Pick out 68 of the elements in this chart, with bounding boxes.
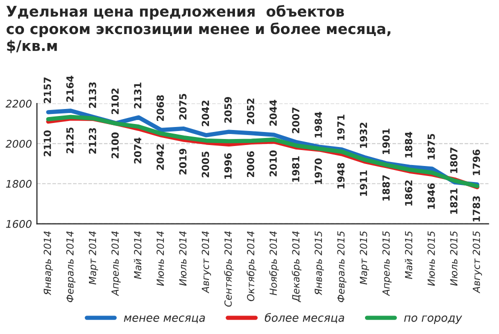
data-label: 2044 — [269, 100, 277, 126]
data-label: 2157 — [44, 78, 52, 104]
data-label: 2133 — [88, 82, 96, 108]
x-tick-label: Декабрь 2014 — [292, 231, 302, 302]
data-label: 2075 — [179, 94, 187, 120]
data-label: 1846 — [428, 183, 435, 209]
data-label: 1884 — [404, 132, 412, 158]
data-label: 1948 — [337, 162, 345, 188]
data-label: 1984 — [314, 112, 322, 138]
data-label: 2052 — [246, 98, 254, 124]
data-label: 2131 — [134, 82, 142, 108]
data-label: 2068 — [156, 95, 164, 121]
x-tick-label: Май 2014 — [134, 231, 142, 279]
data-label: 2059 — [224, 97, 232, 123]
data-label: 1862 — [404, 180, 412, 206]
x-tick-label: Ноябрь 2014 — [269, 231, 279, 296]
data-label: 2007 — [292, 108, 300, 134]
x-tick-label: Июнь 2015 — [428, 231, 435, 286]
data-label: 2006 — [246, 151, 254, 178]
data-label: 1970 — [314, 158, 322, 184]
y-tick-label: 2200 — [6, 100, 32, 108]
x-tick-label: Март 2014 — [88, 231, 98, 284]
x-tick-label: Июль 2015 — [450, 231, 458, 286]
data-label: 2102 — [111, 88, 119, 114]
x-tick-label: Май 2015 — [404, 231, 412, 279]
data-label: 1996 — [224, 153, 232, 179]
x-tick-label: Октябрь 2014 — [246, 231, 256, 302]
x-tick-label: Февраль 2014 — [66, 231, 76, 302]
data-label: 2042 — [156, 144, 164, 170]
legend-label: более месяца — [264, 313, 344, 324]
data-label: 1887 — [382, 175, 390, 201]
data-label: 1932 — [360, 122, 368, 148]
y-tick-label: 2000 — [6, 140, 32, 148]
data-label: 2100 — [111, 132, 119, 158]
data-label: 1796 — [472, 150, 480, 176]
data-label: 2010 — [269, 150, 277, 176]
data-label: 1821 — [450, 188, 458, 214]
x-tick-label: Июль 2014 — [179, 231, 187, 286]
y-tick-label: 1600 — [6, 220, 32, 228]
data-label: 2123 — [88, 128, 96, 154]
data-label: 2019 — [179, 148, 187, 174]
data-label: 2005 — [202, 152, 210, 178]
data-label: 1971 — [337, 114, 345, 140]
data-label: 1981 — [292, 156, 300, 182]
data-label: 1807 — [450, 148, 458, 173]
x-tick-label: Июнь 2014 — [156, 231, 164, 286]
chart-title: Удельная цена предложения объектов со сроком экспозиции менее и более месяца, $/кв.м — [6, 5, 390, 54]
data-label: 1911 — [360, 170, 368, 196]
data-label: 2164 — [66, 76, 74, 102]
x-tick-label: Март 2015 — [360, 231, 370, 284]
data-label: 2125 — [66, 128, 74, 154]
legend-label: по городу — [404, 315, 462, 324]
data-label: 1901 — [382, 128, 390, 154]
data-label: 1875 — [428, 134, 435, 160]
data-label: 2110 — [44, 130, 52, 156]
x-tick-label: Апрель 2015 — [382, 231, 392, 296]
legend-label: менее месяца — [124, 315, 205, 324]
x-tick-label: Август 2015 — [472, 231, 482, 294]
x-tick-label: Сентябрь 2014 — [224, 231, 234, 307]
y-tick-label: 1800 — [6, 180, 32, 188]
data-label: 2074 — [134, 138, 142, 164]
x-tick-label: Январь 2014 — [44, 231, 53, 296]
data-label: 2042 — [202, 100, 210, 126]
x-tick-label: Февраль 2015 — [337, 231, 346, 302]
data-label: 1783 — [472, 196, 480, 222]
x-tick-label: Апрель 2014 — [111, 231, 121, 296]
x-tick-label: Август 2014 — [202, 231, 211, 294]
x-tick-label: Январь 2015 — [314, 231, 324, 296]
